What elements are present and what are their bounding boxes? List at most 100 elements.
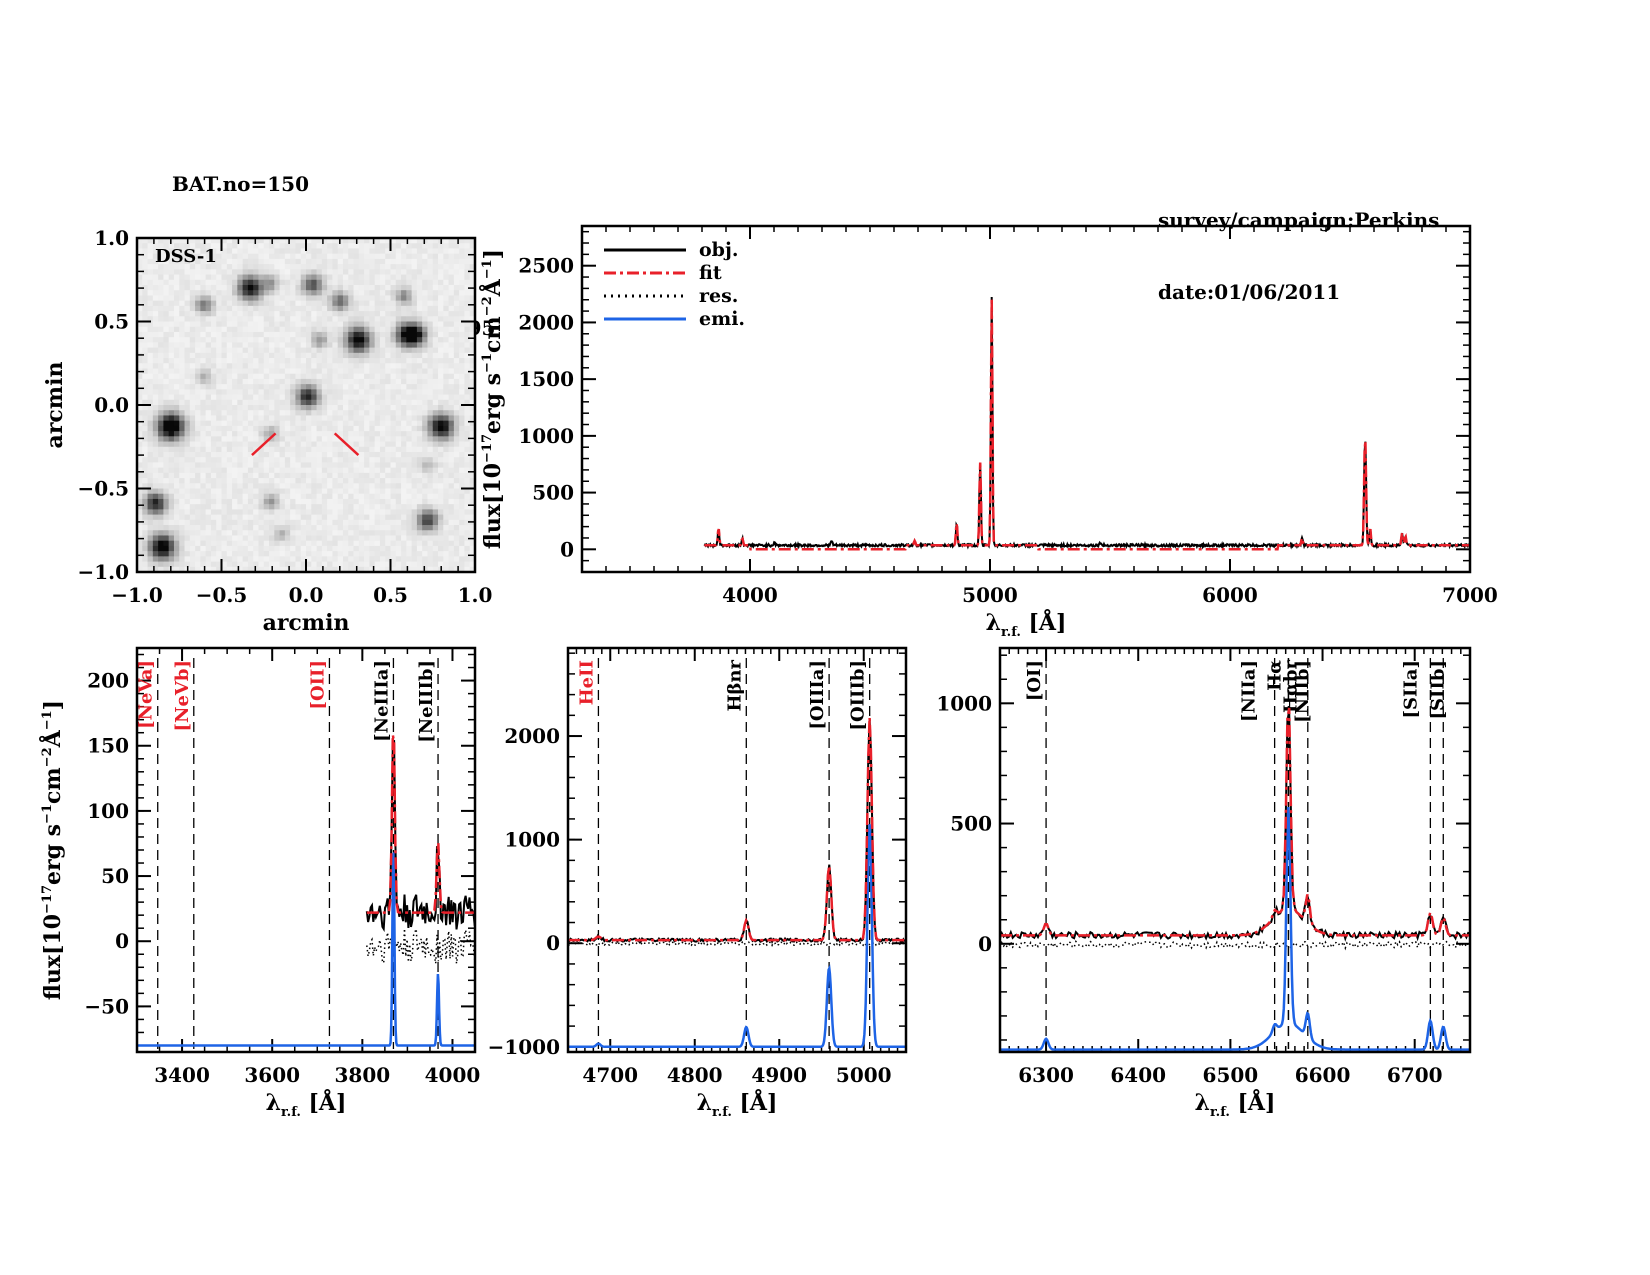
image-pixel xyxy=(247,274,254,281)
image-pixel xyxy=(432,295,439,302)
image-pixel xyxy=(374,425,381,432)
x-tick-label: 3400 xyxy=(154,1063,210,1087)
image-pixel xyxy=(221,378,228,385)
image-pixel xyxy=(247,472,254,479)
image-pixel xyxy=(401,311,407,317)
image-pixel xyxy=(327,509,334,516)
image-pixel xyxy=(195,441,201,448)
image-pixel xyxy=(295,342,302,349)
image-pixel xyxy=(269,425,275,432)
image-pixel xyxy=(253,467,260,474)
image-pixel xyxy=(242,509,249,516)
image-pixel xyxy=(253,279,260,286)
image-pixel xyxy=(327,389,334,396)
image-pixel xyxy=(416,258,423,265)
image-pixel xyxy=(358,399,365,406)
image-pixel xyxy=(321,331,328,338)
image-pixel xyxy=(216,258,223,265)
image-pixel xyxy=(379,295,386,302)
image-pixel xyxy=(290,446,297,453)
image-pixel xyxy=(337,415,344,422)
image-pixel xyxy=(332,425,339,432)
image-pixel xyxy=(390,420,397,427)
image-pixel xyxy=(358,290,365,297)
image-pixel xyxy=(226,363,233,370)
image-pixel xyxy=(189,384,196,390)
image-pixel xyxy=(210,238,217,244)
image-pixel xyxy=(411,509,418,516)
image-pixel xyxy=(179,243,186,250)
image-pixel xyxy=(443,290,450,297)
image-pixel xyxy=(221,337,228,343)
image-pixel xyxy=(416,238,423,244)
image-pixel xyxy=(448,342,455,349)
image-pixel xyxy=(411,519,418,526)
image-pixel xyxy=(168,243,175,250)
image-pixel xyxy=(290,311,297,317)
image-pixel xyxy=(443,431,450,437)
image-pixel xyxy=(432,358,439,364)
image-pixel xyxy=(300,519,307,526)
image-pixel xyxy=(284,410,291,417)
image-pixel xyxy=(432,258,439,265)
image-pixel xyxy=(427,342,434,349)
image-pixel xyxy=(411,530,418,537)
image-pixel xyxy=(263,378,270,385)
image-pixel xyxy=(184,441,191,448)
image-pixel xyxy=(274,415,281,422)
image-pixel xyxy=(395,264,402,270)
image-pixel xyxy=(385,269,392,276)
line-label: Hα xyxy=(1264,660,1285,691)
image-pixel xyxy=(163,337,170,343)
image-pixel xyxy=(274,462,281,469)
image-pixel xyxy=(290,295,297,302)
image-pixel xyxy=(290,488,297,495)
image-pixel xyxy=(311,352,318,359)
image-pixel xyxy=(416,311,423,317)
image-pixel xyxy=(464,337,471,343)
image-pixel xyxy=(306,514,312,521)
image-pixel xyxy=(306,530,312,537)
image-pixel xyxy=(385,243,392,250)
image-pixel xyxy=(295,535,302,542)
image-pixel xyxy=(269,363,275,370)
image-pixel xyxy=(221,342,228,349)
image-pixel xyxy=(226,321,233,328)
image-pixel xyxy=(411,373,418,380)
image-pixel xyxy=(284,504,291,510)
image-pixel xyxy=(364,509,370,516)
image-pixel xyxy=(385,467,392,474)
image-pixel xyxy=(311,248,318,255)
image-pixel xyxy=(142,284,149,291)
image-pixel xyxy=(221,269,228,276)
image-pixel xyxy=(216,493,223,500)
image-pixel xyxy=(284,405,291,411)
image-pixel xyxy=(263,493,270,500)
image-pixel xyxy=(385,384,392,390)
image-pixel xyxy=(306,399,312,406)
image-pixel xyxy=(358,389,365,396)
image-pixel xyxy=(311,321,318,328)
image-pixel xyxy=(385,535,392,542)
image-pixel xyxy=(364,535,370,542)
image-pixel xyxy=(269,378,275,385)
image-pixel xyxy=(453,530,460,537)
image-pixel xyxy=(459,467,466,474)
image-pixel xyxy=(226,258,233,265)
image-pixel xyxy=(395,556,402,563)
image-pixel xyxy=(443,321,450,328)
image-pixel xyxy=(184,493,191,500)
image-pixel xyxy=(348,514,355,521)
image-pixel xyxy=(453,253,460,260)
image-pixel xyxy=(432,368,439,375)
image-pixel xyxy=(316,269,323,276)
image-pixel xyxy=(279,331,286,338)
image-pixel xyxy=(464,331,471,338)
image-pixel xyxy=(321,561,328,568)
image-pixel xyxy=(443,519,450,526)
image-pixel xyxy=(327,331,334,338)
image-pixel xyxy=(295,504,302,510)
image-pixel xyxy=(263,264,270,270)
image-pixel xyxy=(374,540,381,547)
